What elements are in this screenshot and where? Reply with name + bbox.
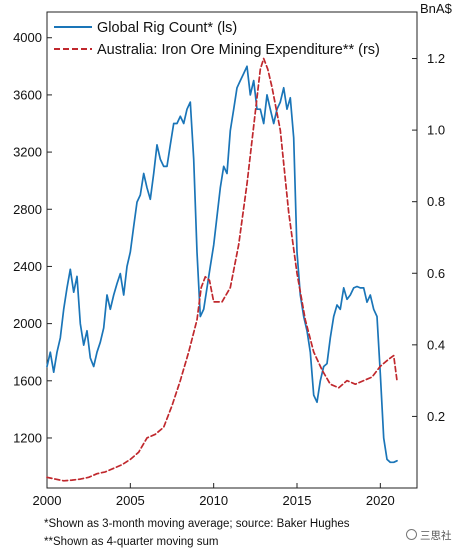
series-line-rig-count xyxy=(46,65,398,464)
watermark-icon xyxy=(406,529,417,540)
series-line-iron-ore xyxy=(46,57,398,482)
plot-frame xyxy=(46,11,418,489)
left-tick-label: 2000 xyxy=(13,316,42,331)
left-tick-label: 2400 xyxy=(13,259,42,274)
x-axis: 2000 2005 2010 2015 2020 xyxy=(33,483,395,508)
right-tick-label: 1.2 xyxy=(427,51,445,66)
right-tick-label: 1.0 xyxy=(427,123,445,138)
left-tick-label: 4000 xyxy=(13,30,42,45)
x-tick-label: 2000 xyxy=(33,493,62,508)
watermark-text: 三思社 xyxy=(420,530,452,542)
watermark-badge: 三思社 xyxy=(404,527,454,544)
left-tick-label: 2800 xyxy=(13,202,42,217)
right-tick-label: 0.8 xyxy=(427,194,445,209)
right-y-axis: 0.2 0.4 0.6 0.8 1.0 1.2 xyxy=(412,51,445,424)
x-tick-label: 2020 xyxy=(366,493,395,508)
left-tick-label: 3600 xyxy=(13,87,42,102)
legend-label-rig-count: Global Rig Count* (ls) xyxy=(97,20,237,36)
left-y-axis: 1200 1600 2000 2400 2800 3200 3600 4000 xyxy=(13,30,52,445)
legend: Global Rig Count* (ls) Australia: Iron O… xyxy=(54,20,380,58)
footnote-moving-sum: **Shown as 4-quarter moving sum xyxy=(44,536,219,548)
series-layer xyxy=(46,57,398,482)
footnote-source: *Shown as 3-month moving average; source… xyxy=(44,518,350,530)
x-tick-label: 2005 xyxy=(116,493,145,508)
right-axis-unit-label: BnA$ xyxy=(420,1,453,16)
legend-label-iron-ore: Australia: Iron Ore Mining Expenditure**… xyxy=(97,42,380,58)
right-tick-label: 0.6 xyxy=(427,266,445,281)
x-tick-label: 2010 xyxy=(199,493,228,508)
x-tick-label: 2015 xyxy=(283,493,312,508)
left-tick-label: 1200 xyxy=(13,430,42,445)
left-tick-label: 1600 xyxy=(13,373,42,388)
left-tick-label: 3200 xyxy=(13,145,42,160)
right-tick-label: 0.2 xyxy=(427,409,445,424)
right-tick-label: 0.4 xyxy=(427,337,445,352)
